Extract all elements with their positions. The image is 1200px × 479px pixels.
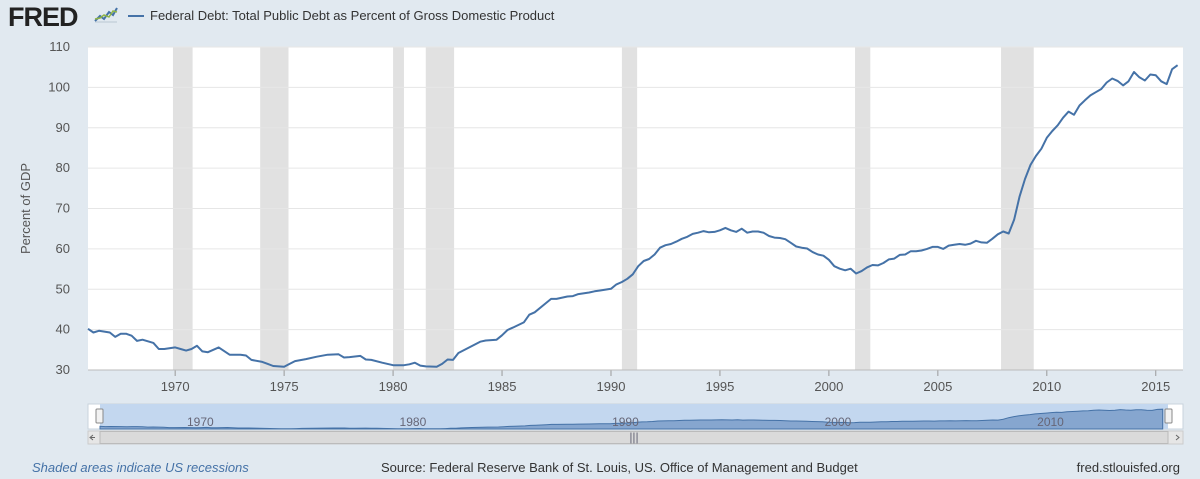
x-tick-label: 2005 <box>923 379 952 394</box>
x-tick-label: 1990 <box>597 379 626 394</box>
x-tick-label: 2010 <box>1032 379 1061 394</box>
y-tick-label: 90 <box>56 120 70 135</box>
scroll-left-arrow-icon[interactable] <box>89 434 95 441</box>
navigator-tick-label: 1980 <box>400 415 427 429</box>
scrollbar-thumb[interactable] <box>99 431 1169 444</box>
navigator-tick-label: 1970 <box>187 415 214 429</box>
main-chart[interactable]: 30 40 50 60 70 80 90 100 110 1970 1975 1980 1985 1990… <box>0 34 1200 394</box>
navigator-handle-right[interactable] <box>1164 408 1173 424</box>
y-tick-label: 70 <box>56 201 70 216</box>
y-tick-label: 100 <box>48 79 70 94</box>
x-tick-label: 1980 <box>379 379 408 394</box>
navigator-handle-left[interactable] <box>95 408 104 424</box>
y-tick-label: 60 <box>56 241 70 256</box>
legend-swatch <box>128 15 144 17</box>
recession-note: Shaded areas indicate US recessions <box>32 460 249 475</box>
series-line[interactable] <box>87 64 1179 368</box>
x-tick-label: 2000 <box>814 379 843 394</box>
x-tick-label: 1985 <box>488 379 517 394</box>
legend-series-label: Federal Debt: Total Public Debt as Perce… <box>150 8 555 23</box>
scrollbar-grip: ||| <box>629 430 638 444</box>
site-link[interactable]: fred.stlouisfed.org <box>1076 460 1180 475</box>
navigator-tick-label: 2000 <box>825 415 852 429</box>
source-credit: Source: Federal Reserve Bank of St. Loui… <box>381 460 858 475</box>
y-tick-label: 40 <box>56 322 70 337</box>
navigator-tick-label: 2010 <box>1037 415 1064 429</box>
x-tick-label: 1970 <box>161 379 190 394</box>
chart-header: FRED Federal Debt: Total Public Debt as … <box>0 0 1200 34</box>
y-tick-label: 50 <box>56 281 70 296</box>
fred-line-graph-icon <box>93 6 119 24</box>
x-tick-label: 1995 <box>705 379 734 394</box>
x-tick-label: 2015 <box>1141 379 1170 394</box>
y-tick-label: 80 <box>56 160 70 175</box>
fred-logo[interactable]: FRED <box>8 2 78 32</box>
x-tick-label: 1975 <box>270 379 299 394</box>
y-axis-title: Percent of GDP <box>18 163 33 254</box>
scroll-right-arrow-icon[interactable] <box>1175 434 1180 441</box>
y-tick-label: 30 <box>56 362 70 377</box>
range-navigator[interactable]: 1970 1980 1990 2000 2010 ||| <box>0 402 1200 446</box>
navigator-series <box>99 408 1164 430</box>
navigator-tick-label: 1990 <box>612 415 639 429</box>
y-tick-label: 110 <box>49 39 70 54</box>
